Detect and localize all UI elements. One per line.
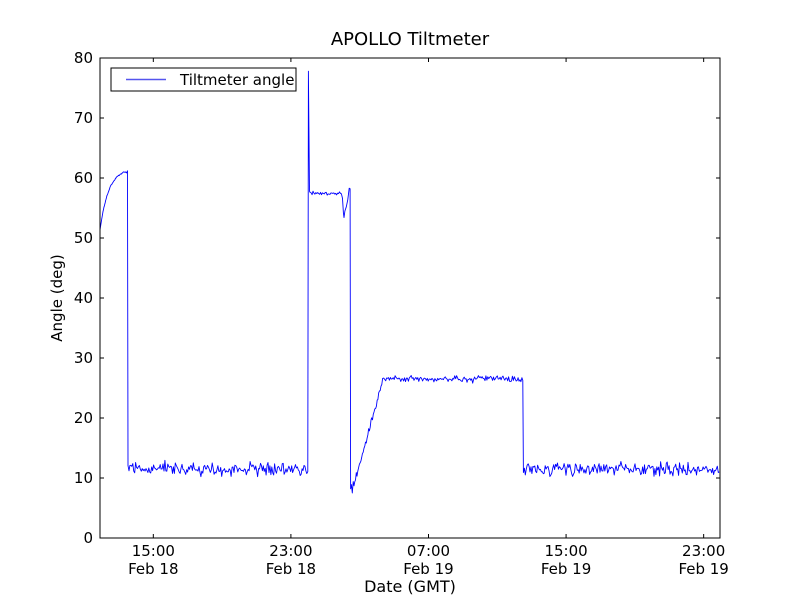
y-tick-label: 50 bbox=[74, 229, 93, 247]
legend-frame bbox=[110, 67, 297, 92]
x-tick-label-time: 15:00 bbox=[132, 542, 175, 560]
x-axis-label: Date (GMT) bbox=[364, 577, 456, 596]
plot-area bbox=[100, 58, 720, 538]
axes-frame bbox=[99, 57, 721, 539]
x-tick-label-date: Feb 18 bbox=[128, 560, 178, 578]
x-tick-label-date: Feb 19 bbox=[541, 560, 591, 578]
y-tick-label: 0 bbox=[83, 529, 93, 547]
chart-title: APOLLO Tiltmeter bbox=[331, 29, 490, 50]
x-tick-label-date: Feb 19 bbox=[403, 560, 453, 578]
x-tick-label-time: 15:00 bbox=[544, 542, 587, 560]
y-tick-label: 60 bbox=[74, 169, 93, 187]
x-tick-label-time: 23:00 bbox=[269, 542, 312, 560]
y-tick-label: 30 bbox=[74, 349, 93, 367]
y-tick-label: 70 bbox=[74, 109, 93, 127]
y-tick-label: 20 bbox=[74, 409, 93, 427]
y-tick-label: 10 bbox=[74, 469, 93, 487]
legend-item-label: Tiltmeter angle bbox=[179, 71, 294, 89]
x-tick-label-time: 23:00 bbox=[682, 542, 725, 560]
legend-box: Tiltmeter angle bbox=[110, 67, 297, 92]
y-axis-label: Angle (deg) bbox=[48, 254, 66, 341]
x-tick-label-date: Feb 19 bbox=[678, 560, 728, 578]
x-tick-label-time: 07:00 bbox=[407, 542, 450, 560]
y-tick-label: 80 bbox=[74, 49, 93, 67]
y-tick-label: 40 bbox=[74, 289, 93, 307]
x-tick-label-date: Feb 18 bbox=[266, 560, 316, 578]
tiltmeter-angle-line bbox=[99, 70, 720, 494]
